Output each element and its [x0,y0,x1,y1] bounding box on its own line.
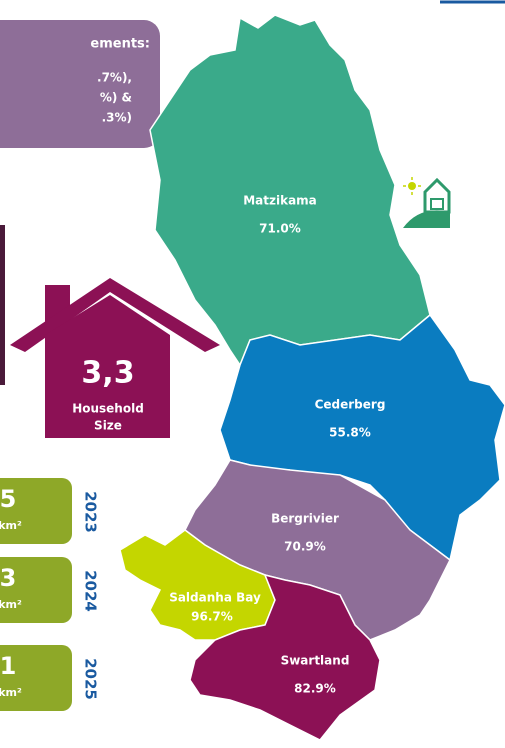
density-list: 5 km² 2023 3 km² 2024 1 km² 2025 [0,478,100,711]
region-value: 70.9% [284,540,326,554]
callout-line: %) & [100,91,132,105]
side-bar [0,225,5,385]
region-value: 96.7% [191,610,233,624]
region-name: Cederberg [315,398,386,412]
density-year: 2024 [82,570,100,612]
region-name: Saldanha Bay [169,591,261,605]
density-unit: km² [0,686,22,699]
callout-line: .7%), [97,71,132,85]
callout-box [0,20,160,148]
map: Matzikama 71.0% Cederberg 55.8% Bergrivier 70… [119,14,505,741]
density-year: 2023 [82,491,100,533]
density-unit: km² [0,519,22,532]
callout-line: ements: [90,37,150,52]
household-value: 3,3 [81,356,134,391]
callout-text: ements: .7%), %) & .3%) [90,37,150,125]
household-label: Household [72,402,144,416]
callout-line: .3%) [102,111,132,125]
house [10,278,220,438]
density-box [0,557,72,623]
density-box [0,645,72,711]
region-name: Matzikama [243,194,317,208]
region [149,14,431,367]
region-value: 55.8% [329,426,371,440]
density-value: 1 [0,652,16,680]
density-value: 5 [0,485,16,513]
density-box [0,478,72,544]
region-value: 82.9% [294,682,336,696]
region-name: Swartland [281,654,350,668]
density-unit: km² [0,598,22,611]
farm-icon [403,177,451,228]
household-label: Size [94,419,122,433]
density-value: 3 [0,564,16,592]
region-value: 71.0% [259,222,301,236]
density-year: 2025 [82,658,100,700]
region-name: Bergrivier [271,512,339,526]
region [189,573,381,741]
